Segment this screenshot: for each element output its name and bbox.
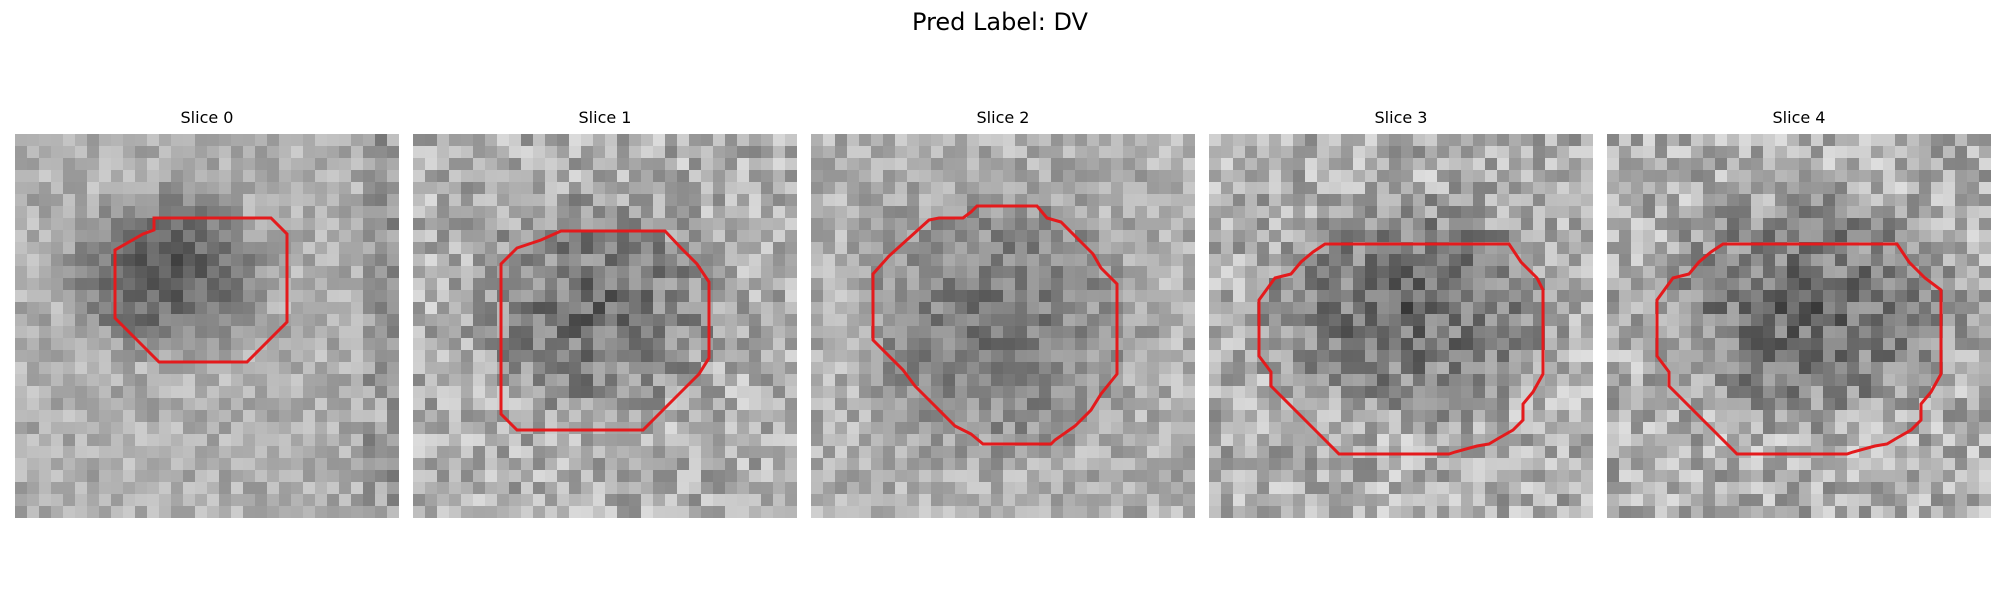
mri-slice-image-4 — [1607, 134, 1991, 518]
slice-panel-0: Slice 0 — [15, 106, 399, 518]
slice-title-1: Slice 1 — [578, 108, 632, 127]
slice-title-2: Slice 2 — [976, 108, 1030, 127]
figure-title: Pred Label: DV — [912, 8, 1088, 36]
slice-panel-1: Slice 1 — [413, 106, 797, 518]
slice-title-4: Slice 4 — [1772, 108, 1826, 127]
slice-title-3: Slice 3 — [1374, 108, 1428, 127]
mri-slice-image-3 — [1209, 134, 1593, 518]
slice-panel-4: Slice 4 — [1607, 106, 1991, 518]
slice-panel-3: Slice 3 — [1209, 106, 1593, 518]
mri-slice-image-0 — [15, 134, 399, 518]
slice-panel-2: Slice 2 — [811, 106, 1195, 518]
slice-title-0: Slice 0 — [180, 108, 234, 127]
mri-slice-image-1 — [413, 134, 797, 518]
mri-slice-image-2 — [811, 134, 1195, 518]
